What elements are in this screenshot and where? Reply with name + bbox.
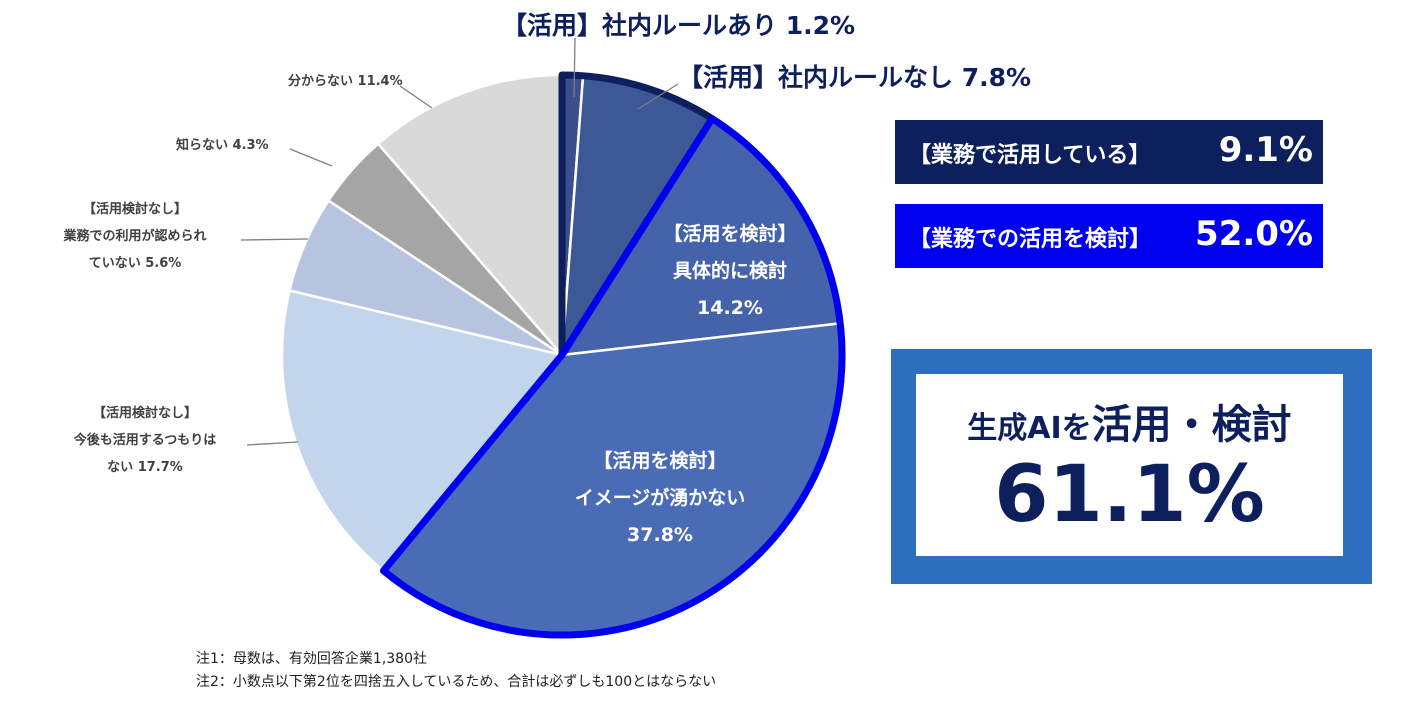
- label-unaware: 知らない 4.3%: [176, 138, 269, 153]
- total-title-prefix: 生成AIを: [967, 411, 1092, 446]
- note-2: 注2：小数点以下第2位を四捨五入しているため、合計は必ずしも100とはならない: [196, 674, 717, 690]
- label-line: ない 17.7%: [107, 460, 183, 475]
- label-line: 【活用を検討】: [593, 450, 727, 472]
- total-box-inner: 生成AIを活用・検討 61.1%: [916, 374, 1343, 556]
- pie-slice-7: [376, 73, 564, 359]
- summary-use-label: 【業務で活用している】: [909, 143, 1151, 168]
- label-line: 37.8%: [627, 524, 693, 546]
- summary-consider-label: 【業務での活用を検討】: [909, 227, 1152, 252]
- total-value: 61.1%: [994, 450, 1265, 540]
- note-1: 注1：母数は、有効回答企業1,380社: [196, 651, 427, 667]
- leader-line: [289, 148, 333, 167]
- label-line: イメージが湧かない: [574, 487, 746, 509]
- label-line: 【活用を検討】: [663, 223, 797, 245]
- label-line: 今後も活用するつもりは: [73, 433, 217, 448]
- leader-line: [573, 37, 576, 98]
- label-consider-no-image: 【活用を検討】 イメージが湧かない 37.8%: [540, 443, 780, 554]
- label-line: 具体的に検討: [672, 260, 787, 282]
- leader-line: [246, 441, 299, 446]
- leader-line: [399, 85, 433, 109]
- summary-use-box: 【業務で活用している】 9.1%: [895, 120, 1323, 184]
- summary-consider-box: 【業務での活用を検討】 52.0%: [895, 204, 1323, 268]
- pie-slice-4: [280, 288, 565, 573]
- label-not-permitted: 【活用検討なし】 業務での利用が認められ ていない 5.6%: [30, 196, 240, 277]
- notes: 注1：母数は、有効回答企業1,380社 注2：小数点以下第2位を四捨五入している…: [196, 648, 716, 694]
- label-line: 14.2%: [697, 297, 763, 319]
- label-unknown: 分からない 11.4%: [288, 74, 403, 89]
- label-line: ていない 5.6%: [88, 256, 182, 271]
- leader-line: [240, 238, 309, 241]
- label-line: 【活用検討なし】: [82, 202, 187, 217]
- leader-line: [637, 83, 679, 110]
- total-box: 生成AIを活用・検討 61.1%: [891, 349, 1372, 584]
- label-use-without-rules: 【活用】社内ルールなし 7.8%: [678, 63, 1032, 92]
- label-line: 業務での利用が認められ: [63, 229, 207, 244]
- label-use-with-rules: 【活用】社内ルールあり 1.2%: [502, 11, 856, 40]
- summary-consider-value: 52.0%: [1195, 214, 1313, 254]
- total-title: 活用・検討: [1091, 402, 1292, 448]
- group-outline-consider: [380, 115, 846, 639]
- label-no-plan: 【活用検討なし】 今後も活用するつもりは ない 17.7%: [40, 400, 250, 481]
- summary-use-value: 9.1%: [1218, 130, 1313, 170]
- label-line: 【活用検討なし】: [92, 406, 197, 421]
- label-consider-concrete: 【活用を検討】 具体的に検討 14.2%: [640, 216, 820, 327]
- group-outline-use: [558, 71, 716, 359]
